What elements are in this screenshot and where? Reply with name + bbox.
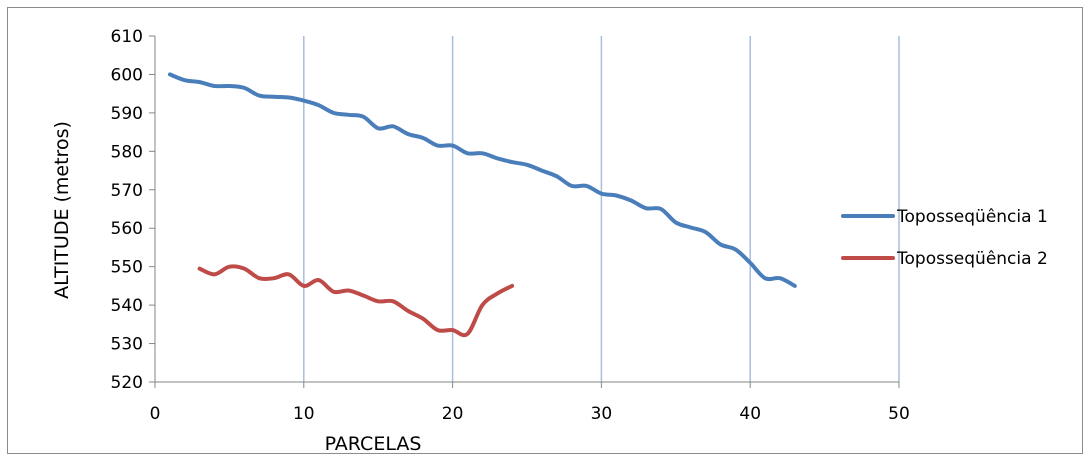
x-axis-label: PARCELAS — [325, 433, 422, 454]
x-tick-label: 0 — [150, 404, 161, 424]
y-tick-label: 560 — [111, 219, 143, 239]
x-tick-label: 10 — [293, 404, 315, 424]
x-tick-label: 20 — [442, 404, 464, 424]
series-line-1 — [167, 72, 797, 288]
tick-labels: 520 530 540 550 560 570 580 590 600 610 0 10 20 30 40 5… — [111, 27, 910, 424]
axes — [149, 35, 900, 388]
y-tick-label: 570 — [111, 181, 143, 201]
gridlines — [303, 36, 900, 382]
x-tick-label: 50 — [888, 404, 910, 424]
legend-label: Toposseqüência 1 — [896, 207, 1048, 227]
y-tick-label: 540 — [111, 296, 143, 316]
x-tick-label: 40 — [739, 404, 761, 424]
y-tick-label: 550 — [111, 258, 143, 278]
x-tick-label: 30 — [591, 404, 613, 424]
legend: Toposseqüência 1 Toposseqüência 2 — [841, 207, 1048, 269]
y-tick-label: 580 — [111, 142, 143, 162]
y-tick-label: 600 — [111, 65, 143, 85]
y-tick-label: 610 — [111, 27, 143, 47]
legend-entry-1: Toposseqüência 1 — [841, 207, 1048, 227]
legend-label: Toposseqüência 2 — [896, 249, 1048, 269]
series-line-2 — [197, 264, 515, 338]
y-tick-label: 590 — [111, 104, 143, 124]
series-lines — [167, 72, 797, 338]
y-axis-label: ALTITUDE (metros) — [51, 121, 73, 299]
y-tick-label: 530 — [111, 335, 143, 355]
y-tick-label: 520 — [111, 373, 143, 393]
legend-entry-2: Toposseqüência 2 — [841, 249, 1048, 269]
